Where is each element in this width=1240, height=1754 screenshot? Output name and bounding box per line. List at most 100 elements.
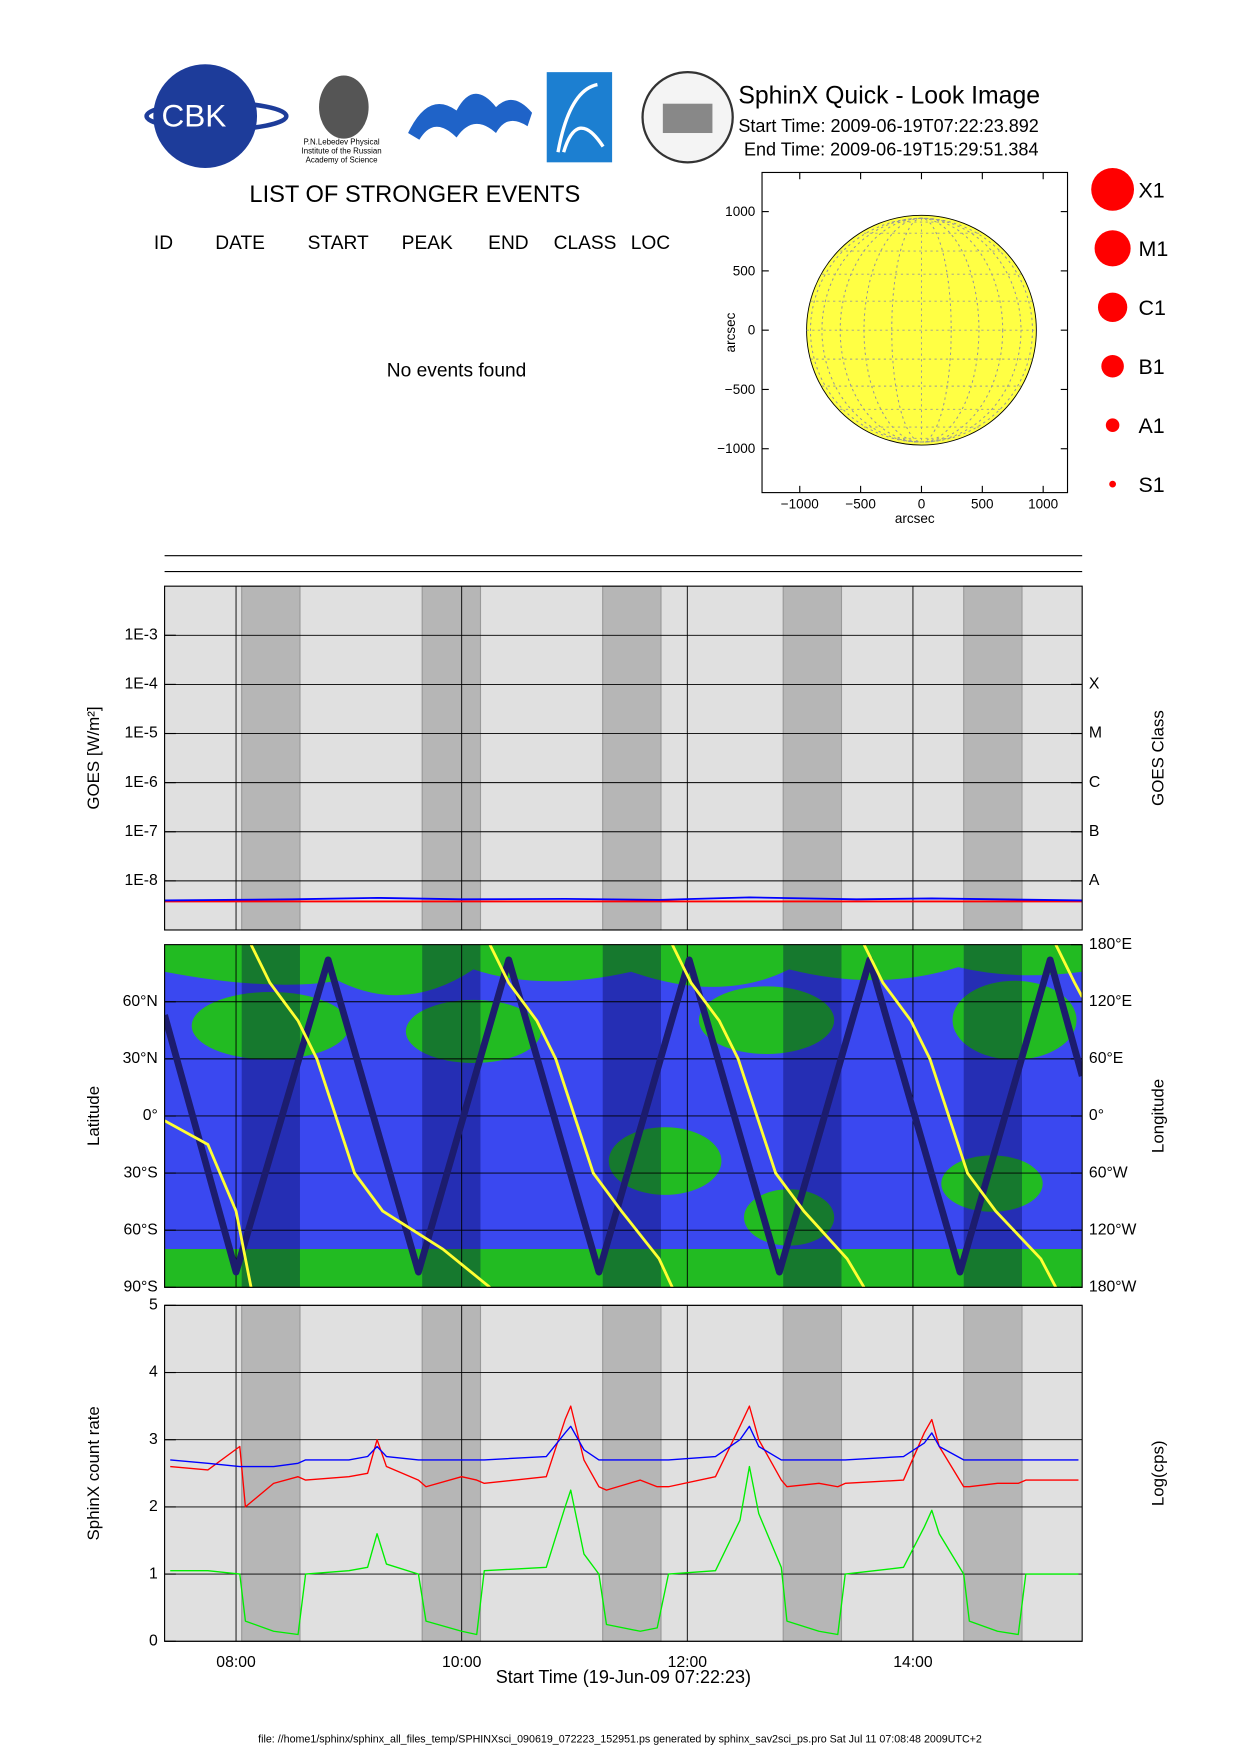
x-tick-label: 500 [971,496,994,511]
y-tick-label: 1E-5 [125,725,159,742]
y-axis-label: SphinX count rate [84,1406,103,1540]
logo-text: Institute of the Russian [302,146,382,155]
logo-mifi [408,93,533,140]
y2-axis-label: Log(cps) [1148,1440,1167,1506]
y2-tick-label: 60°E [1089,1050,1123,1067]
eclipse-band [241,1304,301,1642]
logos: CBK P.N.Lebedev Physical Institute of th… [144,64,734,168]
x-tick-label: −1000 [781,496,819,511]
column-header: CLASS [554,233,617,254]
y2-tick-label: C [1089,774,1100,791]
y2-tick-label: 0° [1089,1107,1104,1124]
eclipse-band [963,1304,1023,1642]
x-axis-label: Start Time (19-Jun-09 07:22:23) [496,1667,751,1687]
map-region [164,1248,1083,1288]
y-tick-label: 1 [149,1565,158,1582]
x-tick-label: 10:00 [442,1654,482,1671]
legend-label: B1 [1139,355,1165,379]
y-tick-label: 1000 [725,204,755,219]
x-tick-label: 1000 [1028,496,1058,511]
y-tick-label: 1E-6 [125,774,159,791]
y-tick-label: −500 [725,382,755,397]
logo-building [662,103,713,134]
legend-marker [1105,418,1120,432]
end-time: End Time: 2009-06-19T15:29:51.384 [744,140,1038,160]
y-axis-label: GOES [W/m²] [84,706,103,809]
logo-text: CBK [161,97,226,133]
map-region [698,986,835,1054]
y2-axis-label: GOES Class [1148,710,1167,806]
y-tick-label: 4 [149,1364,158,1381]
y-tick-label: 60°S [123,1221,157,1238]
legend-label: A1 [1139,414,1165,438]
y2-tick-label: 60°W [1089,1164,1128,1181]
panel-frame [164,1304,1083,1642]
series-group [164,944,1083,1288]
eclipse-band [421,1304,482,1642]
column-header: LOC [631,233,671,254]
x-axis-label: arcsec [895,511,935,526]
legend-label: X1 [1139,178,1165,202]
column-header: PEAK [402,233,453,254]
y-tick-label: 1E-8 [125,872,159,889]
map-region [164,944,1083,996]
y-tick-label: 5 [149,1297,158,1314]
series-line [170,1405,1079,1508]
series-line [170,1465,1079,1636]
y2-tick-label: X [1089,676,1100,693]
y2-tick-label: M [1089,725,1102,742]
series-group [170,1405,1079,1636]
logo-text: Academy of Science [306,155,378,164]
y-tick-label: 1E-7 [125,823,158,840]
legend-marker [1101,354,1124,378]
y2-tick-label: 180°W [1089,1278,1137,1295]
logo-text: P.N.Lebedev Physical [304,137,380,146]
map-frame [761,171,1069,494]
y-tick-label: 1E-3 [125,626,159,643]
x-tick-label: −500 [845,496,875,511]
eclipse-band [963,585,1023,931]
column-header: END [488,233,528,254]
series-line [164,944,1083,1288]
y2-tick-label: 180°E [1089,936,1132,953]
y-tick-label: 0° [143,1107,158,1124]
map-region [952,980,1077,1060]
eclipse-band [602,1304,662,1642]
legend-label: C1 [1139,296,1166,320]
series-line [170,1425,1079,1468]
y-tick-label: 500 [733,263,756,278]
map-region [405,999,542,1063]
logo-cbk [153,64,258,168]
panel-frame [164,944,1083,1288]
logo-arc [556,82,605,153]
events-message: No events found [387,361,527,382]
y2-axis-label: Longitude [1148,1079,1167,1153]
y-tick-label: 1E-4 [125,676,159,693]
events-header: ID DATE START PEAK END CLASS LOC [154,233,670,254]
series-line [164,896,1083,902]
legend-label: M1 [1139,237,1169,261]
y-tick-label: 3 [149,1431,158,1448]
x-tick-label: 08:00 [216,1654,256,1671]
legend-marker [1109,480,1116,488]
events-title: LIST OF STRONGER EVENTS [249,182,580,208]
legend-marker [1091,167,1135,211]
y-tick-label: 30°N [123,1050,158,1067]
plots [164,586,1083,1642]
eclipse-band [421,585,482,931]
y-tick-label: 60°N [123,993,158,1010]
y-axis-label: arcsec [723,312,738,352]
y-tick-label: 2 [149,1498,158,1515]
y-tick-label: −1000 [717,441,755,456]
y2-tick-label: B [1089,823,1100,840]
column-header: START [308,233,369,254]
x-tick-label: 0 [918,496,926,511]
y-tick-label: 90°S [123,1278,157,1295]
x-tick-label: 12:00 [668,1654,708,1671]
logo-square [546,72,613,163]
series-line [164,956,1083,1276]
eclipse-band [782,1304,843,1642]
x-tick-label: 14:00 [893,1654,933,1671]
